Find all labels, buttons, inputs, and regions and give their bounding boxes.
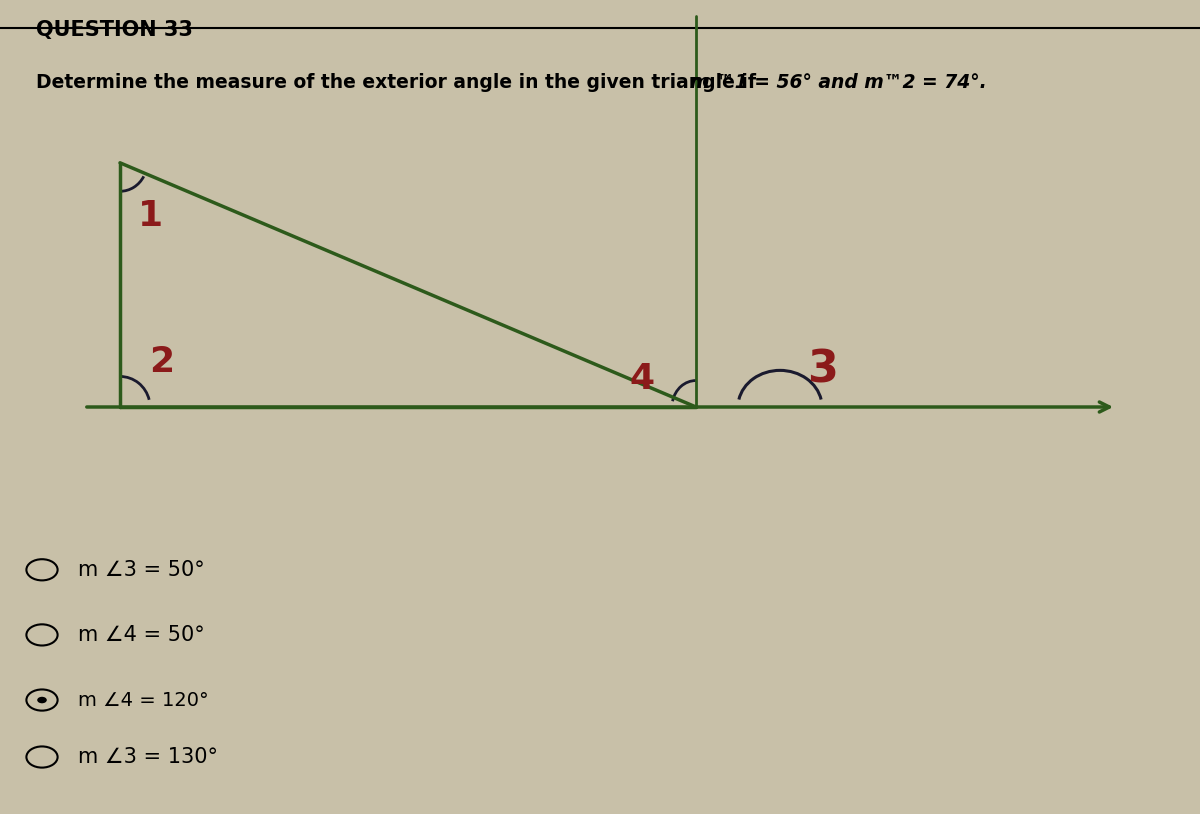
Text: 3: 3 [806,349,838,392]
Text: Determine the measure of the exterior angle in the given triangle if: Determine the measure of the exterior an… [36,73,756,92]
Text: 1: 1 [138,199,162,233]
Text: 4: 4 [630,361,654,396]
Text: m ∠3 = 50°: m ∠3 = 50° [78,560,205,580]
Text: m ™1 = 56° and m™2 = 74°.: m ™1 = 56° and m™2 = 74°. [690,73,986,92]
Text: m ∠4 = 50°: m ∠4 = 50° [78,625,205,645]
Text: m ∠3 = 130°: m ∠3 = 130° [78,747,218,767]
Circle shape [37,697,47,703]
Text: QUESTION 33: QUESTION 33 [36,20,193,41]
Text: m ∠4 = 120°: m ∠4 = 120° [78,690,209,710]
Text: 2: 2 [150,345,174,379]
